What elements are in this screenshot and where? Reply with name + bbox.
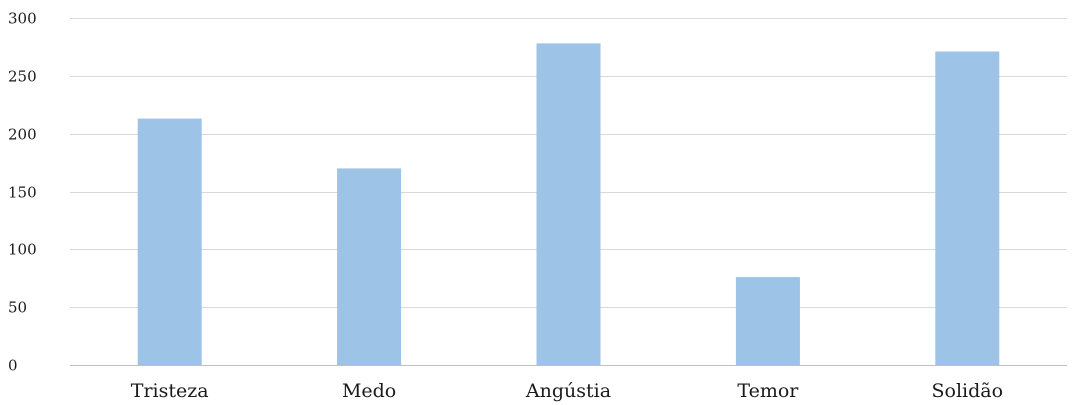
y-tick-label-100: 100 — [8, 241, 37, 259]
y-tick-label-250: 250 — [8, 68, 37, 86]
bar-angústia — [536, 43, 601, 366]
x-tick-label-temor: Temor — [737, 380, 799, 402]
x-tick-label-medo: Medo — [342, 380, 396, 402]
bar-temor — [735, 277, 800, 365]
y-tick-label-50: 50 — [8, 299, 27, 317]
bars — [137, 43, 1000, 366]
bar-tristeza — [137, 118, 202, 365]
x-axis-category-labels: Tristeza Medo Angústia Temor Solidão — [131, 380, 1003, 402]
bar-medo — [337, 168, 402, 365]
bar-solidão — [935, 51, 1000, 365]
x-tick-label-angústia: Angústia — [525, 380, 611, 402]
x-tick-label-solidão: Solidão — [932, 380, 1004, 402]
y-axis-tick-labels: 0 50 100 150 200 250 300 — [8, 10, 37, 375]
y-tick-label-300: 300 — [8, 10, 37, 28]
y-tick-label-150: 150 — [8, 184, 37, 202]
x-tick-label-tristeza: Tristeza — [131, 380, 209, 402]
y-tick-label-0: 0 — [8, 357, 18, 375]
y-tick-label-200: 200 — [8, 126, 37, 144]
